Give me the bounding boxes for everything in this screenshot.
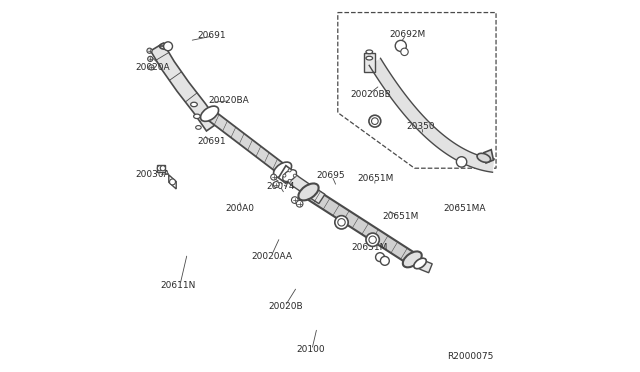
Circle shape	[335, 216, 348, 229]
Polygon shape	[484, 150, 493, 163]
Text: 20020B: 20020B	[268, 302, 303, 311]
Ellipse shape	[298, 183, 319, 201]
Ellipse shape	[283, 170, 296, 182]
Text: 20651M: 20651M	[357, 174, 394, 183]
Circle shape	[380, 256, 389, 265]
Circle shape	[271, 174, 276, 180]
Text: 20030A: 20030A	[136, 170, 170, 179]
Circle shape	[283, 174, 286, 177]
Text: 20020BB: 20020BB	[350, 90, 391, 99]
Ellipse shape	[366, 50, 372, 54]
Circle shape	[369, 236, 376, 243]
Circle shape	[366, 233, 380, 246]
Text: 20074: 20074	[266, 182, 295, 190]
Text: 20695: 20695	[316, 171, 345, 180]
Text: 20692M: 20692M	[390, 30, 426, 39]
Polygon shape	[169, 175, 176, 189]
Circle shape	[148, 56, 153, 61]
Text: 20691: 20691	[198, 31, 227, 41]
Circle shape	[148, 65, 154, 70]
Circle shape	[288, 179, 291, 182]
Circle shape	[401, 48, 408, 55]
Ellipse shape	[191, 102, 197, 107]
Circle shape	[396, 40, 406, 51]
Text: 200A0: 200A0	[225, 205, 255, 214]
Ellipse shape	[273, 162, 292, 177]
Circle shape	[147, 48, 152, 53]
Circle shape	[157, 166, 163, 171]
Polygon shape	[280, 167, 325, 203]
Circle shape	[369, 115, 381, 127]
Text: 20350: 20350	[406, 122, 435, 131]
Polygon shape	[207, 109, 285, 175]
Text: R2000075: R2000075	[447, 352, 493, 361]
Polygon shape	[278, 166, 293, 183]
Ellipse shape	[414, 258, 426, 269]
Circle shape	[288, 169, 291, 172]
Circle shape	[273, 182, 279, 187]
Polygon shape	[305, 187, 415, 264]
Text: 20651MA: 20651MA	[443, 205, 486, 214]
Circle shape	[170, 179, 175, 185]
Text: 20020BA: 20020BA	[209, 96, 250, 105]
Circle shape	[291, 197, 298, 203]
Text: 20611N: 20611N	[160, 281, 195, 290]
Circle shape	[164, 42, 173, 51]
Ellipse shape	[159, 43, 171, 49]
Polygon shape	[364, 53, 375, 72]
Text: 20100: 20100	[296, 345, 324, 354]
Text: 20020AA: 20020AA	[252, 252, 292, 261]
Text: 20020A: 20020A	[136, 63, 170, 72]
Polygon shape	[157, 164, 165, 172]
Text: 20691: 20691	[197, 137, 225, 146]
Ellipse shape	[194, 114, 200, 119]
Ellipse shape	[196, 126, 201, 129]
Polygon shape	[150, 43, 219, 131]
Circle shape	[160, 166, 166, 171]
Circle shape	[338, 219, 345, 226]
Circle shape	[293, 174, 296, 177]
Ellipse shape	[200, 106, 219, 121]
Ellipse shape	[403, 251, 422, 267]
Text: 20651M: 20651M	[382, 212, 419, 221]
Circle shape	[296, 201, 303, 207]
Circle shape	[456, 157, 467, 167]
Text: 20651M: 20651M	[351, 243, 388, 251]
Polygon shape	[410, 255, 432, 273]
Ellipse shape	[477, 153, 491, 162]
Circle shape	[371, 118, 378, 125]
Circle shape	[376, 253, 385, 262]
Polygon shape	[369, 58, 494, 172]
Ellipse shape	[366, 56, 372, 60]
